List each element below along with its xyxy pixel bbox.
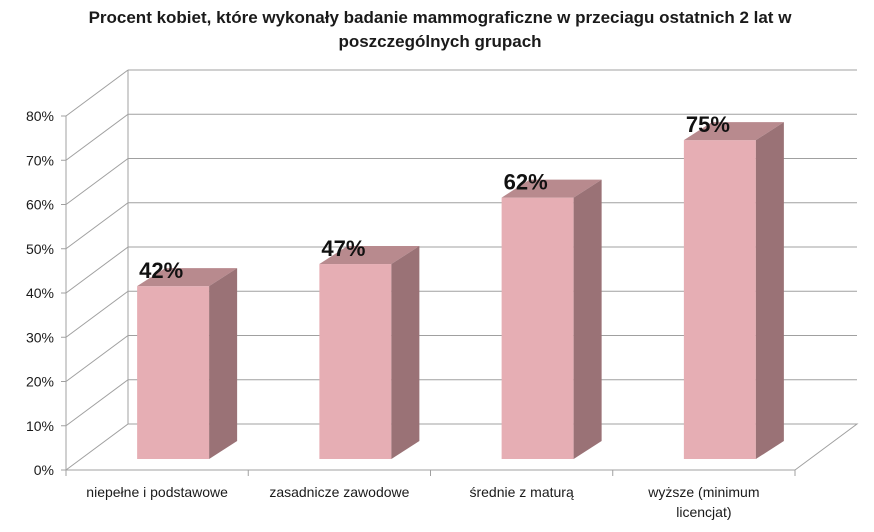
y-tick-label: 0%: [34, 462, 54, 478]
x-tick-label-line: średnie z maturą: [469, 484, 573, 500]
floor-outline: [65, 423, 859, 471]
bar-top: [683, 122, 784, 141]
bar-group: [319, 246, 420, 459]
bar-top: [319, 246, 420, 265]
bar-top: [137, 268, 238, 287]
gridline-side: [65, 113, 129, 161]
y-tick-label: 10%: [26, 418, 54, 434]
x-tick-label: średnie z maturą: [469, 484, 573, 500]
data-label: 42%: [139, 258, 183, 283]
bar-side: [755, 122, 784, 459]
y-tick-label: 80%: [26, 108, 54, 124]
bar-group: [501, 179, 602, 459]
x-tick-label-line: niepełne i podstawowe: [86, 484, 228, 500]
bar-side: [573, 179, 602, 459]
x-tick-label-line: wyższe (minimum: [647, 484, 759, 500]
gridline-side: [65, 158, 129, 205]
bar: [683, 140, 756, 459]
y-tick-label: 40%: [26, 285, 54, 301]
bar-side: [209, 268, 238, 459]
gridline-side: [65, 290, 129, 338]
x-tick-label-line: licencjat): [676, 504, 731, 520]
bar: [501, 197, 574, 459]
data-label: 75%: [686, 112, 730, 137]
y-tick-label: 70%: [26, 152, 54, 168]
gridline-side: [65, 69, 129, 117]
bar: [319, 264, 392, 459]
bar-group: [137, 268, 238, 459]
data-label: 62%: [504, 170, 548, 195]
gridline-side: [65, 246, 129, 294]
x-tick-label-line: zasadnicze zawodowe: [269, 484, 409, 500]
y-tick-label: 30%: [26, 329, 54, 345]
y-tick-label: 60%: [26, 197, 54, 213]
x-tick-label: wyższe (minimum licencjat): [647, 484, 759, 520]
bar-side: [391, 246, 420, 459]
bar-group: [683, 122, 784, 459]
x-tick-label: zasadnicze zawodowe: [269, 484, 409, 500]
chart-title-wrap: Procent kobiet, które wykonały badanie m…: [40, 6, 840, 54]
gridline-side: [65, 335, 129, 382]
y-tick-label: 50%: [26, 241, 54, 257]
bar: [137, 286, 210, 459]
x-tick-label: niepełne i podstawowe: [86, 484, 228, 500]
chart-title: Procent kobiet, które wykonały badanie m…: [88, 8, 792, 51]
gridline-side: [65, 202, 129, 250]
y-tick-label: 20%: [26, 374, 54, 390]
gridline-side: [65, 379, 129, 427]
data-label: 47%: [321, 236, 365, 261]
bar-top: [501, 179, 602, 198]
